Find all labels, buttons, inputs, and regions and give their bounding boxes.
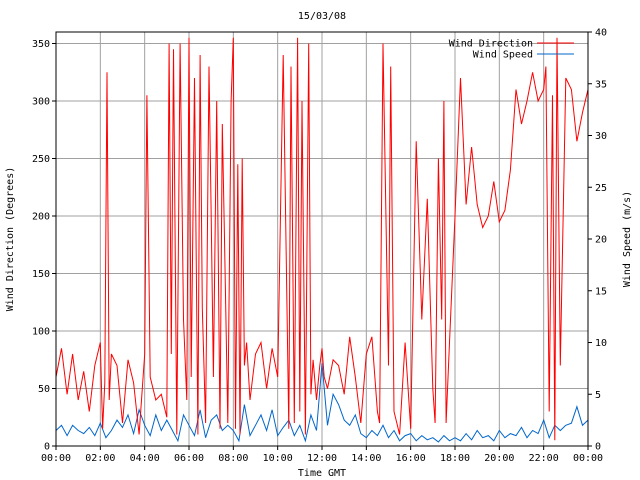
- y-left-tick-label: 150: [32, 269, 50, 280]
- x-tick-label: 14:00: [351, 453, 381, 464]
- y-right-tick-label: 15: [595, 286, 607, 297]
- series-layer: [55, 37, 589, 443]
- x-tick-label: 10:00: [263, 453, 293, 464]
- x-tick-label: 02:00: [85, 453, 115, 464]
- ticks: 00:00 02:00 04:00 06:00 08:00 10:00 12:00 14:00…: [32, 28, 607, 465]
- y-right-tick-label: 40: [595, 28, 607, 39]
- x-tick-label: 04:00: [130, 453, 160, 464]
- y-axis-left-label: Wind Direction (Degrees): [5, 167, 16, 312]
- y-axis-right-label: Wind Speed (m/s): [622, 191, 633, 287]
- x-tick-label: 20:00: [484, 453, 514, 464]
- y-left-tick-label: 300: [32, 97, 50, 108]
- y-left-tick-label: 100: [32, 327, 50, 338]
- x-tick-label: 00:00: [41, 453, 71, 464]
- y-right-tick-label: 20: [595, 235, 607, 246]
- y-left-tick-label: 0: [44, 442, 50, 453]
- y-right-tick-label: 30: [595, 131, 607, 142]
- wind-speed-line: [55, 363, 589, 443]
- x-tick-label: 22:00: [529, 453, 559, 464]
- y-left-tick-label: 200: [32, 212, 50, 223]
- x-tick-label: 18:00: [440, 453, 470, 464]
- x-tick-label: 08:00: [218, 453, 248, 464]
- legend-label: Wind Direction: [449, 39, 533, 50]
- y-right-tick-label: 0: [595, 442, 601, 453]
- wind-direction-line: [55, 37, 589, 441]
- y-left-tick-label: 250: [32, 154, 50, 165]
- x-tick-label: 12:00: [307, 453, 337, 464]
- y-left-tick-label: 50: [38, 384, 50, 395]
- x-tick-label: 00:00: [573, 453, 603, 464]
- x-tick-label: 06:00: [174, 453, 204, 464]
- y-right-tick-label: 5: [595, 390, 601, 401]
- x-axis-label: Time GMT: [298, 468, 346, 479]
- y-right-tick-label: 25: [595, 183, 607, 194]
- y-right-tick-label: 10: [595, 338, 607, 349]
- chart-title: 15/03/08: [298, 11, 346, 22]
- legend-label: Wind Speed: [473, 50, 533, 61]
- x-tick-label: 16:00: [396, 453, 426, 464]
- y-left-tick-label: 350: [32, 39, 50, 50]
- y-right-tick-label: 35: [595, 79, 607, 90]
